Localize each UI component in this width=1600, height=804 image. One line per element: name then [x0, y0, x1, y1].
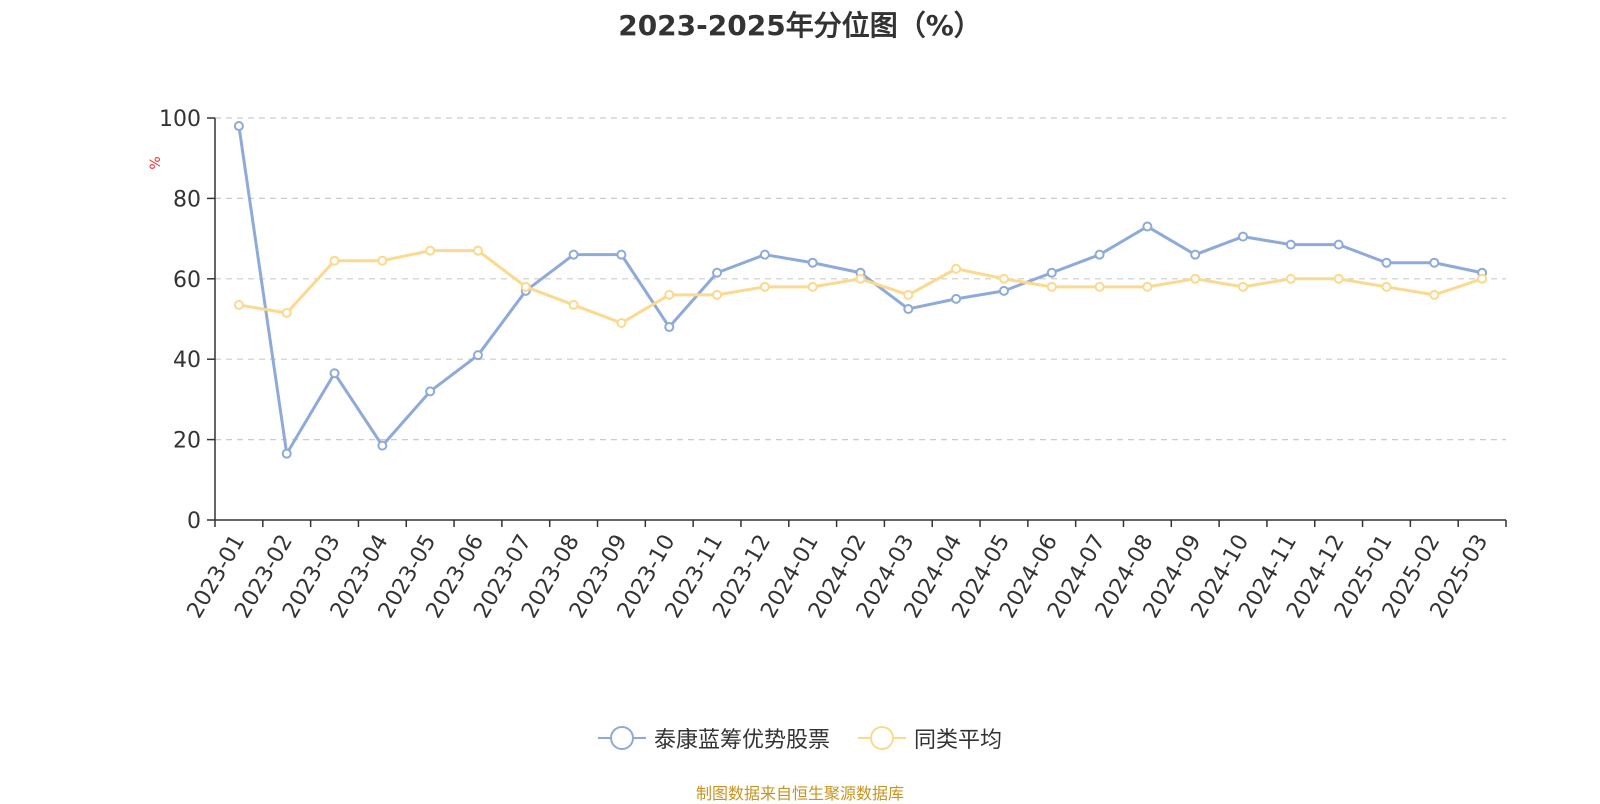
- data-point-series-1: [664, 322, 675, 333]
- legend: 泰康蓝筹优势股票 同类平均: [0, 722, 1600, 754]
- data-point-series-1: [1381, 257, 1392, 268]
- data-point-series-2: [903, 289, 914, 300]
- data-point-series-2: [998, 273, 1009, 284]
- data-point-series-1: [1094, 249, 1105, 260]
- data-point-series-1: [329, 368, 340, 379]
- data-point-series-2: [951, 263, 962, 274]
- data-point-series-2: [616, 318, 627, 329]
- data-point-series-1: [1333, 239, 1344, 250]
- data-point-series-2: [377, 255, 388, 266]
- y-axis-label: %: [148, 156, 164, 169]
- data-point-series-1: [233, 121, 244, 132]
- data-point-series-2: [1333, 273, 1344, 284]
- data-point-series-2: [664, 289, 675, 300]
- data-point-series-2: [1381, 281, 1392, 292]
- data-point-series-2: [329, 255, 340, 266]
- data-point-series-2: [712, 289, 723, 300]
- axes: 0204060801002023-012023-022023-032023-04…: [159, 107, 1507, 623]
- data-point-series-2: [472, 245, 483, 256]
- data-point-series-2: [425, 245, 436, 256]
- data-point-series-2: [1238, 281, 1249, 292]
- data-point-series-1: [281, 448, 292, 459]
- data-point-series-2: [1285, 273, 1296, 284]
- data-point-series-1: [807, 257, 818, 268]
- data-point-series-2: [759, 281, 770, 292]
- data-point-series-2: [1046, 281, 1057, 292]
- data-point-series-1: [759, 249, 770, 260]
- legend-marker-icon: [858, 726, 906, 750]
- data-point-series-2: [520, 281, 531, 292]
- data-point-series-1: [425, 386, 436, 397]
- chart-title: 2023-2025年分位图（%）: [618, 9, 982, 42]
- data-point-series-1: [998, 285, 1009, 296]
- source-note: 制图数据来自恒生聚源数据库: [695, 784, 904, 803]
- data-point-series-2: [281, 307, 292, 318]
- data-point-series-1: [1190, 249, 1201, 260]
- data-point-series-2: [855, 273, 866, 284]
- data-point-series-1: [712, 267, 723, 278]
- legend-label: 同类平均: [914, 728, 1003, 753]
- data-point-series-1: [903, 303, 914, 314]
- data-point-series-2: [568, 299, 579, 310]
- data-point-series-1: [1238, 231, 1249, 242]
- data-point-series-1: [1285, 239, 1296, 250]
- data-point-series-1: [568, 249, 579, 260]
- series-lines: [233, 121, 1488, 459]
- data-point-series-1: [377, 440, 388, 451]
- data-point-series-2: [1190, 273, 1201, 284]
- legend-item-1[interactable]: 泰康蓝筹优势股票: [597, 722, 830, 754]
- legend-label: 泰康蓝筹优势股票: [653, 728, 830, 753]
- y-tick-label: 80: [173, 187, 201, 212]
- data-point-series-1: [616, 249, 627, 260]
- data-point-series-1: [1429, 257, 1440, 268]
- data-point-series-1: [1046, 267, 1057, 278]
- data-point-series-2: [1429, 289, 1440, 300]
- y-tick-label: 40: [173, 348, 201, 373]
- data-point-series-1: [472, 350, 483, 361]
- series-line-1: [237, 125, 1483, 456]
- data-point-series-2: [233, 299, 244, 310]
- data-point-series-2: [807, 281, 818, 292]
- data-point-series-2: [1142, 281, 1153, 292]
- data-point-series-1: [951, 293, 962, 304]
- y-tick-label: 100: [159, 107, 201, 132]
- series-line-2: [238, 249, 1483, 325]
- y-tick-label: 60: [173, 268, 201, 293]
- legend-item-2[interactable]: 同类平均: [858, 722, 1002, 754]
- legend-marker-icon: [597, 726, 646, 750]
- data-point-series-1: [1142, 221, 1153, 232]
- data-point-series-2: [1094, 281, 1105, 292]
- y-tick-label: 20: [173, 429, 201, 454]
- y-tick-label: 0: [187, 509, 201, 534]
- data-point-series-2: [1477, 273, 1488, 284]
